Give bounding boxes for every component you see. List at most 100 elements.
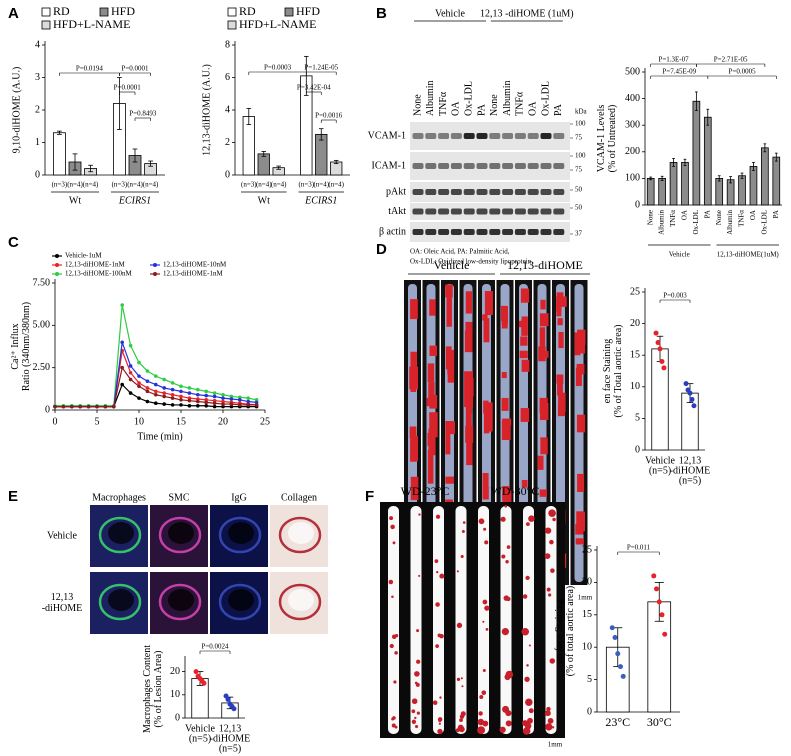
legend-label: 12,13-diHOME-1nM	[163, 270, 223, 278]
lesion	[527, 717, 533, 724]
lane-label: TNFα	[515, 91, 526, 116]
lesion	[429, 395, 438, 409]
marker	[229, 394, 234, 399]
lesion	[505, 710, 512, 717]
lesion	[427, 363, 435, 383]
lesion	[501, 397, 509, 411]
panel-label: D	[376, 241, 387, 258]
lesion	[546, 587, 551, 592]
bar	[749, 166, 758, 206]
y-tick-label: 15	[582, 609, 592, 620]
blot-band	[412, 229, 424, 235]
marker	[137, 360, 141, 365]
lesion	[505, 670, 514, 679]
lumen	[288, 522, 314, 544]
error-bar	[304, 55, 309, 96]
bar	[703, 116, 712, 206]
error-bar	[660, 175, 664, 181]
x-tick-label: 25	[260, 416, 270, 427]
marker	[112, 404, 116, 409]
n-label: (n=4)	[328, 181, 344, 189]
legend-swatch	[227, 20, 237, 30]
marker	[120, 340, 124, 345]
lesion	[479, 695, 484, 700]
image-bg	[380, 502, 565, 738]
y-tick-label: 20	[630, 318, 640, 329]
error-bar	[740, 172, 744, 179]
marker	[212, 401, 217, 406]
legend-marker	[55, 254, 59, 258]
lesion	[525, 522, 530, 527]
data-point	[653, 330, 659, 336]
x-tick-label: (n=5)	[219, 743, 241, 754]
row-label: β actin	[379, 226, 406, 237]
y-tick-label: 4	[35, 39, 40, 50]
lesion	[505, 560, 509, 564]
bar	[692, 100, 701, 206]
n-label: (n=4)	[143, 181, 159, 189]
kda-label: 37	[575, 230, 583, 238]
blot-band	[514, 208, 526, 215]
x-tick-label: ECIRS1	[118, 195, 151, 206]
lesion	[445, 284, 453, 298]
y-axis-label: 12,13-diHOME (A.U.)	[201, 64, 212, 156]
marker	[204, 403, 208, 408]
marker	[196, 392, 200, 397]
lumen	[228, 522, 254, 544]
lesion	[478, 711, 483, 716]
error-bar	[72, 153, 78, 171]
y-tick-label: 10	[170, 689, 180, 700]
aorta	[433, 506, 444, 734]
marker	[128, 364, 133, 368]
blot-band	[450, 189, 462, 195]
lumen	[168, 589, 194, 611]
lumen	[228, 589, 254, 611]
lesion	[482, 314, 488, 321]
vessel	[278, 516, 322, 554]
lesion	[484, 605, 490, 611]
lesion	[464, 371, 474, 408]
lesion	[522, 720, 529, 727]
legend-swatch	[99, 7, 109, 17]
blot-band	[527, 163, 539, 169]
y-tick-label: 5	[587, 674, 592, 685]
p-value: P=2.71E-05	[714, 56, 748, 64]
group-label: Vehicle	[669, 251, 690, 259]
lesion	[540, 437, 548, 455]
lesion	[520, 408, 530, 422]
vessel	[278, 583, 322, 621]
lesion	[481, 690, 487, 695]
legend-label: HFD+L-NAME	[53, 17, 130, 31]
bar	[53, 132, 66, 176]
marker	[254, 403, 259, 407]
aorta	[455, 506, 467, 734]
lesion	[391, 723, 396, 728]
lesion	[550, 568, 555, 573]
column-label: Macrophages	[92, 492, 146, 503]
lesion	[461, 685, 464, 688]
y-tick-label: 7.50	[33, 277, 51, 288]
scale-label: 1mm	[578, 594, 593, 602]
marker	[229, 404, 234, 409]
legend-label: 12,13-diHOME-100nM	[65, 270, 132, 278]
lesion	[477, 726, 486, 735]
x-tick-label: -diHOME	[670, 465, 711, 476]
legend-marker	[153, 272, 157, 276]
lesion	[416, 659, 421, 664]
lesion	[436, 570, 439, 574]
blot-band	[463, 208, 475, 215]
y-tick-label: 2.50	[33, 362, 51, 373]
lesion	[466, 440, 473, 466]
x-axis-label: Time (min)	[137, 431, 182, 442]
marker	[196, 397, 200, 401]
lesion	[418, 574, 421, 577]
lesion	[501, 420, 511, 441]
error-bar	[683, 158, 687, 167]
lesion	[485, 628, 489, 631]
lesion	[539, 327, 546, 347]
panel-label: C	[8, 234, 19, 251]
n-label: (n=4)	[127, 181, 143, 189]
p-value: P=0.0001	[114, 84, 142, 92]
lesion	[389, 516, 394, 521]
x-tick-label: 0	[53, 416, 58, 427]
